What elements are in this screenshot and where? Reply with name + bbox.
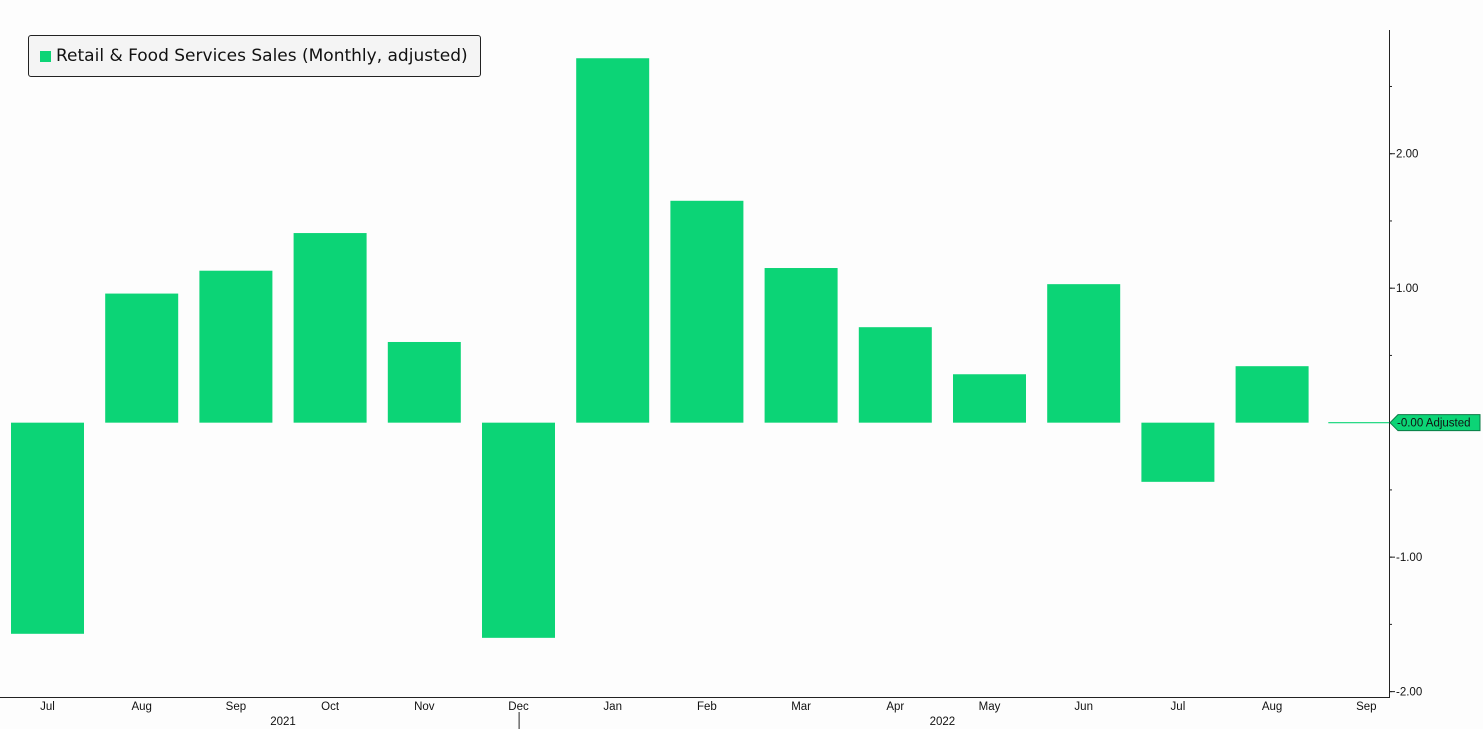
y-tick-label: 1.00: [1396, 283, 1418, 295]
last-value-badge: [1389, 414, 1481, 432]
legend-swatch: [40, 50, 51, 62]
bar-9: [858, 327, 932, 423]
x-tick-label: Jul: [40, 701, 55, 713]
x-tick-label: Apr: [886, 701, 904, 713]
x-tick-label: Jan: [603, 701, 622, 713]
legend-label: Retail & Food Services Sales (Monthly, a…: [56, 46, 468, 66]
bar-0: [11, 422, 84, 634]
bar-6: [576, 58, 650, 423]
x-tick-label: Jul: [1171, 701, 1186, 713]
x-year-label: 2021: [270, 716, 296, 728]
x-tick-label: Nov: [414, 701, 435, 713]
x-tick-label: Dec: [508, 701, 529, 713]
bar-3: [293, 233, 367, 423]
x-tick-label: Oct: [321, 701, 340, 713]
x-tick-label: May: [979, 701, 1001, 713]
x-tick-label: Feb: [697, 701, 717, 713]
x-tick-label: Mar: [791, 701, 811, 713]
last-value-badge-text: -0.00 Adjusted: [1397, 418, 1471, 430]
chart-legend: Retail & Food Services Sales (Monthly, a…: [28, 35, 481, 77]
bar-10: [953, 374, 1026, 423]
x-tick-label: Sep: [226, 701, 246, 713]
bar-12: [1141, 422, 1215, 482]
bar-8: [764, 268, 838, 423]
y-tick-label: 2.00: [1396, 149, 1418, 161]
bar-1: [105, 293, 179, 423]
y-tick-label: -1.00: [1396, 552, 1422, 564]
bar-5: [482, 422, 555, 638]
bar-4: [387, 341, 461, 423]
x-tick-label: Sep: [1356, 701, 1376, 713]
bar-11: [1047, 284, 1121, 423]
x-tick-label: Aug: [131, 701, 151, 713]
y-tick-label: -2.00: [1396, 687, 1422, 699]
bar-13: [1235, 366, 1309, 423]
x-year-label: 2022: [930, 716, 956, 728]
bar-2: [199, 270, 273, 423]
x-tick-label: Aug: [1262, 701, 1282, 713]
bar-7: [670, 200, 744, 423]
x-tick-label: Jun: [1074, 701, 1093, 713]
